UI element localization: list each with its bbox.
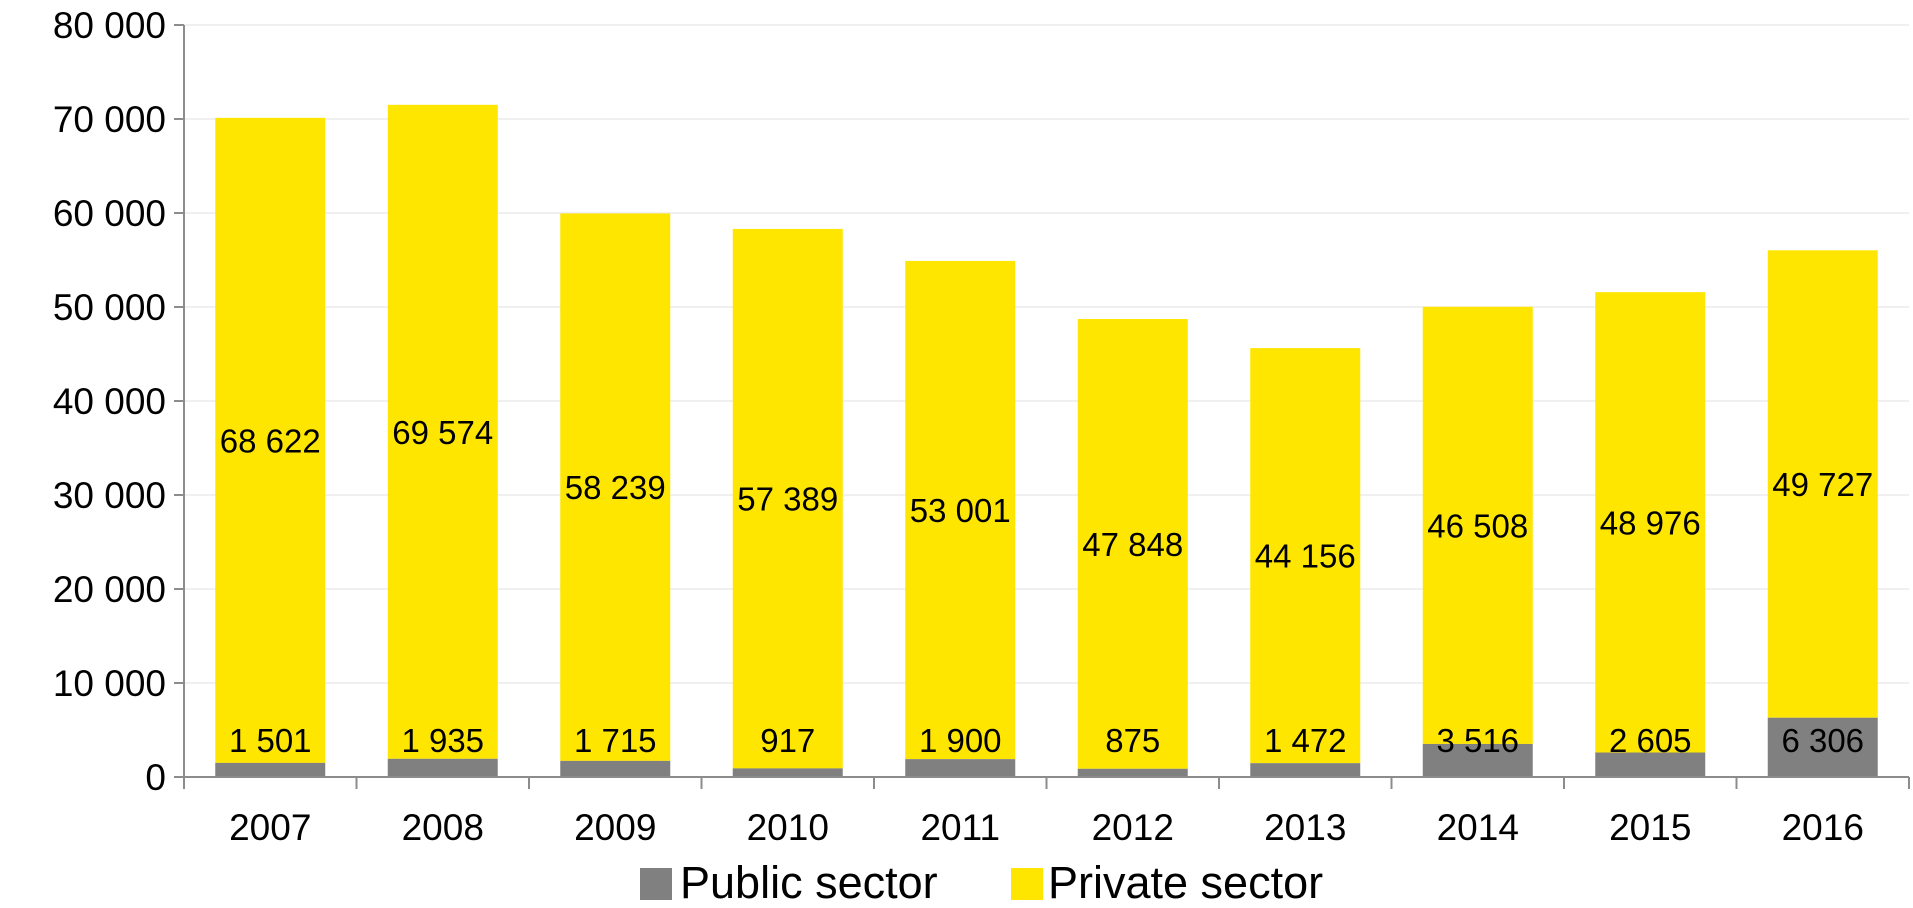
y-tick-label: 10 000 xyxy=(53,663,166,704)
axes xyxy=(174,24,1910,789)
bar-private-sector-2009 xyxy=(560,213,671,761)
bar-public-sector-2012 xyxy=(1077,768,1188,777)
bar-private-sector-2016 xyxy=(1767,250,1878,718)
data-label-public-sector: 917 xyxy=(760,722,815,759)
data-label-private-sector: 58 239 xyxy=(565,469,666,506)
x-tick-label: 2010 xyxy=(747,807,829,848)
bar-private-sector-2010 xyxy=(732,228,843,769)
x-tick-label: 2007 xyxy=(229,807,311,848)
bar-private-sector-2007 xyxy=(215,117,326,763)
bars-group xyxy=(215,104,1878,777)
data-label-public-sector: 1 501 xyxy=(229,722,312,759)
data-label-public-sector: 875 xyxy=(1105,722,1160,759)
bar-public-sector-2010 xyxy=(732,768,843,777)
data-label-private-sector: 69 574 xyxy=(392,414,493,451)
bar-public-sector-2009 xyxy=(560,760,671,777)
legend-label-public-sector: Public sector xyxy=(680,857,938,908)
data-label-public-sector: 1 900 xyxy=(919,722,1002,759)
data-label-private-sector: 53 001 xyxy=(910,492,1011,529)
legend-label-private-sector: Private sector xyxy=(1048,857,1323,908)
data-labels: 68 622 1 501 69 574 1 935 58 239 1 715 57 389 9… xyxy=(220,414,1873,759)
legend-swatch-public-sector xyxy=(640,868,672,900)
data-label-public-sector: 1 935 xyxy=(401,722,484,759)
x-tick-label: 2014 xyxy=(1437,807,1519,848)
y-tick-label: 60 000 xyxy=(53,193,166,234)
y-tick-label: 40 000 xyxy=(53,381,166,422)
bar-private-sector-2012 xyxy=(1077,319,1188,769)
data-label-private-sector: 48 976 xyxy=(1600,504,1701,541)
data-label-public-sector: 6 306 xyxy=(1781,722,1864,759)
bar-public-sector-2016 xyxy=(1767,717,1878,777)
bar-public-sector-2008 xyxy=(387,758,498,777)
data-label-public-sector: 3 516 xyxy=(1436,722,1519,759)
y-tick-label: 50 000 xyxy=(53,287,166,328)
bar-private-sector-2011 xyxy=(905,260,1016,760)
y-tick-label: 30 000 xyxy=(53,475,166,516)
data-label-private-sector: 57 389 xyxy=(737,481,838,518)
data-label-public-sector: 2 605 xyxy=(1609,722,1692,759)
y-tick-label: 20 000 xyxy=(53,569,166,610)
y-tick-label: 70 000 xyxy=(53,99,166,140)
y-tick-label: 0 xyxy=(145,757,166,798)
legend: Public sector Private sector xyxy=(640,857,1323,908)
bar-public-sector-2011 xyxy=(905,759,1016,777)
y-tick-label: 80 000 xyxy=(53,5,166,46)
data-label-private-sector: 44 156 xyxy=(1255,538,1356,575)
legend-swatch-private-sector xyxy=(1011,868,1043,900)
x-tick-label: 2009 xyxy=(574,807,656,848)
y-tick-labels: 0 10 000 20 000 30 000 40 000 50 000 60 000 70 … xyxy=(53,5,166,798)
x-tick-label: 2012 xyxy=(1092,807,1174,848)
bar-public-sector-2007 xyxy=(215,762,326,777)
bar-public-sector-2015 xyxy=(1595,752,1706,777)
bar-public-sector-2014 xyxy=(1422,743,1533,777)
x-tick-label: 2015 xyxy=(1609,807,1691,848)
bar-public-sector-2013 xyxy=(1250,763,1361,777)
bar-private-sector-2008 xyxy=(387,104,498,759)
x-tick-label: 2008 xyxy=(402,807,484,848)
bar-private-sector-2015 xyxy=(1595,292,1706,753)
x-tick-label: 2011 xyxy=(920,807,1000,848)
bar-private-sector-2014 xyxy=(1422,306,1533,744)
data-label-private-sector: 46 508 xyxy=(1427,507,1528,544)
data-label-private-sector: 49 727 xyxy=(1772,466,1873,503)
bar-private-sector-2013 xyxy=(1250,348,1361,764)
data-label-private-sector: 47 848 xyxy=(1082,526,1183,563)
x-tick-labels: 2007 2008 2009 2010 2011 2012 2013 2014 2015 2016 xyxy=(229,807,1864,848)
data-label-public-sector: 1 715 xyxy=(574,722,657,759)
data-label-public-sector: 1 472 xyxy=(1264,722,1347,759)
x-tick-label: 2013 xyxy=(1264,807,1346,848)
data-label-private-sector: 68 622 xyxy=(220,422,321,459)
x-tick-label: 2016 xyxy=(1782,807,1864,848)
